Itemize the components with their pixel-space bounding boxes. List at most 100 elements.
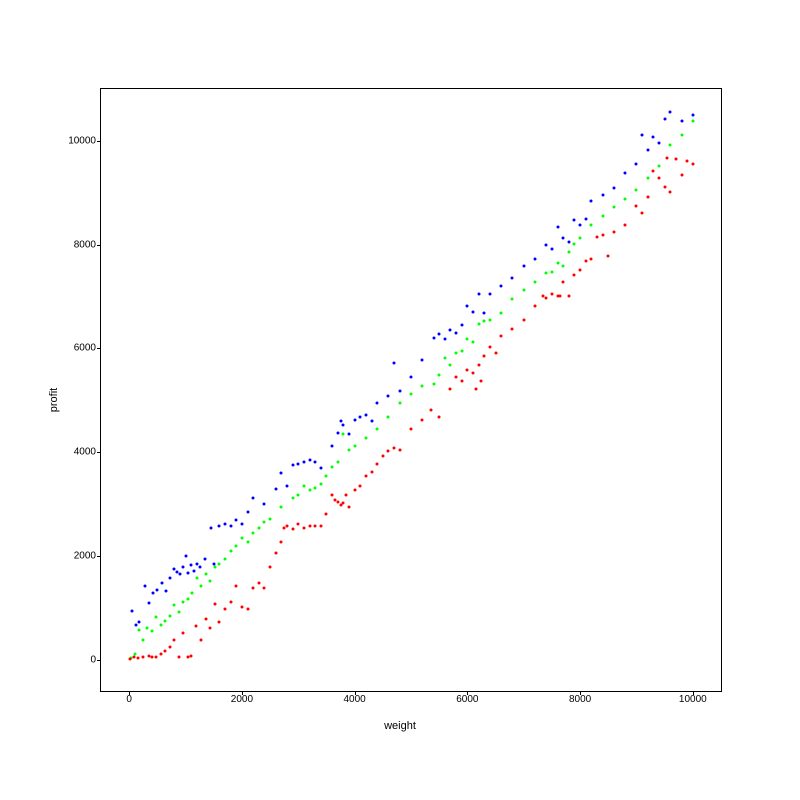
scatter-point [472, 341, 475, 344]
scatter-point [421, 419, 424, 422]
scatter-point [624, 223, 627, 226]
scatter-point [138, 628, 141, 631]
scatter-point [488, 292, 491, 295]
scatter-point [669, 144, 672, 147]
scatter-point [209, 579, 212, 582]
scatter-point [336, 431, 339, 434]
scatter-point [652, 169, 655, 172]
scatter-point [364, 474, 367, 477]
scatter-point [641, 211, 644, 214]
scatter-point [252, 496, 255, 499]
scatter-point [584, 217, 587, 220]
scatter-point [432, 337, 435, 340]
scatter-point [579, 237, 582, 240]
scatter-point [494, 351, 497, 354]
scatter-point [186, 597, 189, 600]
scatter-point [353, 419, 356, 422]
y-tick-mark [97, 245, 101, 246]
scatter-point [680, 120, 683, 123]
scatter-point [663, 118, 666, 121]
scatter-point [691, 163, 694, 166]
scatter-point [573, 218, 576, 221]
scatter-point [393, 362, 396, 365]
scatter-point [590, 223, 593, 226]
scatter-point [274, 552, 277, 555]
y-tick-mark [97, 452, 101, 453]
scatter-point [147, 601, 150, 604]
scatter-point [500, 285, 503, 288]
scatter-point [601, 194, 604, 197]
scatter-point [286, 524, 289, 527]
scatter-point [159, 652, 162, 655]
scatter-point [612, 206, 615, 209]
scatter-point [150, 630, 153, 633]
scatter-point [624, 172, 627, 175]
scatter-point [314, 524, 317, 527]
scatter-point [342, 424, 345, 427]
scatter-point [483, 320, 486, 323]
scatter-point [438, 332, 441, 335]
scatter-point [680, 173, 683, 176]
scatter-point [168, 614, 171, 617]
scatter-point [142, 656, 145, 659]
scatter-point [472, 372, 475, 375]
scatter-point [612, 230, 615, 233]
scatter-point [579, 268, 582, 271]
scatter-point [204, 573, 207, 576]
scatter-point [584, 260, 587, 263]
scatter-point [556, 261, 559, 264]
x-tick-label: 0 [126, 694, 132, 705]
scatter-point [488, 346, 491, 349]
scatter-point [173, 639, 176, 642]
scatter-point [607, 255, 610, 258]
scatter-point [218, 562, 221, 565]
scatter-point [477, 292, 480, 295]
plot-area: 0200040006000800010000020004000600080001… [100, 88, 722, 692]
scatter-point [364, 413, 367, 416]
scatter-point [612, 186, 615, 189]
x-tick-label: 2000 [231, 694, 253, 705]
scatter-point [190, 654, 193, 657]
scatter-point [567, 251, 570, 254]
scatter-point [209, 626, 212, 629]
scatter-point [204, 557, 207, 560]
scatter-point [213, 602, 216, 605]
scatter-point [164, 590, 167, 593]
scatter-point [246, 540, 249, 543]
scatter-point [421, 384, 424, 387]
scatter-point [376, 427, 379, 430]
scatter-point [190, 564, 193, 567]
x-tick-label: 4000 [344, 694, 366, 705]
scatter-point [472, 311, 475, 314]
scatter-point [155, 616, 158, 619]
scatter-point [269, 566, 272, 569]
scatter-point [550, 247, 553, 250]
scatter-point [562, 265, 565, 268]
y-tick-label: 4000 [74, 447, 96, 458]
scatter-point [191, 592, 194, 595]
scatter-point [291, 496, 294, 499]
scatter-point [669, 190, 672, 193]
scatter-point [381, 455, 384, 458]
scatter-point [534, 304, 537, 307]
scatter-point [177, 611, 180, 614]
scatter-point [291, 528, 294, 531]
scatter-point [663, 185, 666, 188]
scatter-point [136, 657, 139, 660]
scatter-point [345, 493, 348, 496]
scatter-point [263, 587, 266, 590]
y-tick-label: 2000 [74, 551, 96, 562]
scatter-point [511, 327, 514, 330]
scatter-point [466, 369, 469, 372]
scatter-point [213, 566, 216, 569]
scatter-point [235, 585, 238, 588]
scatter-point [131, 609, 134, 612]
scatter-point [319, 466, 322, 469]
scatter-point [297, 462, 300, 465]
scatter-point [308, 459, 311, 462]
scatter-point [200, 585, 203, 588]
scatter-point [376, 401, 379, 404]
scatter-point [545, 243, 548, 246]
scatter-point [359, 485, 362, 488]
scatter-point [280, 505, 283, 508]
